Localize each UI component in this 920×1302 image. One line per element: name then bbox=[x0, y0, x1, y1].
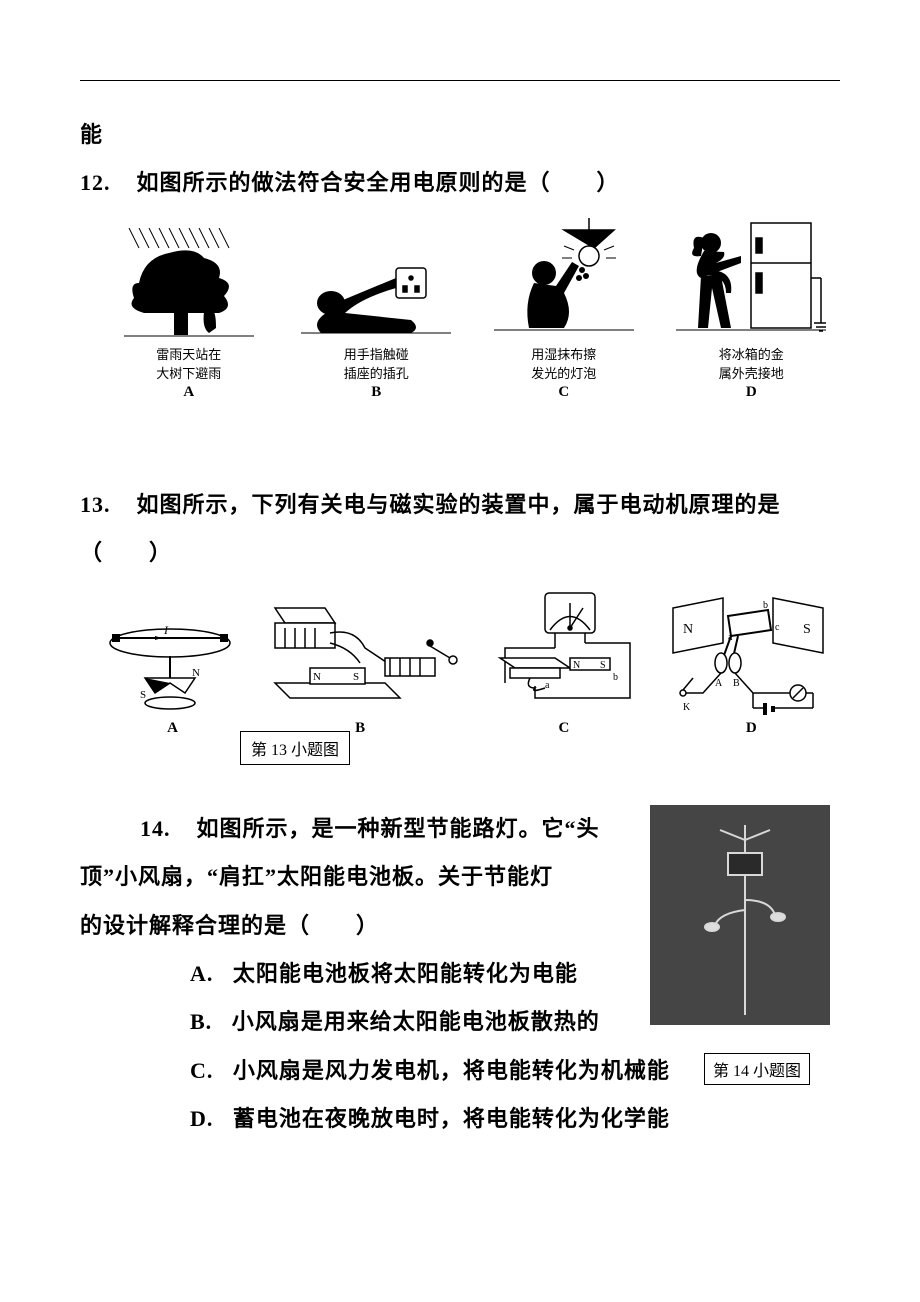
q14-number: 14. bbox=[140, 805, 190, 853]
svg-text:N: N bbox=[313, 671, 321, 683]
q12-stem: 12. 如图所示的做法符合安全用电原则的是（ ） bbox=[80, 159, 840, 207]
svg-text:N: N bbox=[192, 667, 200, 679]
q12-cap-b2: 插座的插孔 bbox=[288, 366, 466, 382]
q12-opt-d: 将冰箱的金 属外壳接地 D bbox=[663, 218, 841, 401]
q12-opt-a: 雷雨天站在 大树下避雨 A bbox=[100, 228, 278, 401]
svg-text:b: b bbox=[763, 600, 768, 611]
q13-figure: I S N A bbox=[100, 588, 840, 765]
q12-cap-a1: 雷雨天站在 bbox=[100, 347, 278, 363]
q13-number: 13. bbox=[80, 481, 130, 529]
q13-label-d: D bbox=[663, 720, 840, 737]
q13-opt-c: N S a b C bbox=[475, 588, 652, 737]
svg-text:N: N bbox=[683, 622, 693, 637]
q14-opt-b-text: 小风扇是用来给太阳能电池板散热的 bbox=[232, 1009, 600, 1034]
q13-img-c: N S a b bbox=[475, 588, 645, 718]
q12-number: 12. bbox=[80, 159, 130, 207]
q13-opt-a: I S N A bbox=[100, 598, 245, 737]
q14-caption: 第 14 小题图 bbox=[704, 1053, 810, 1085]
q13-label-a: A bbox=[100, 720, 245, 737]
q13-stem-text: 如图所示，下列有关电与磁实验的装置中，属于电动机原理的是（ ） bbox=[80, 492, 781, 565]
q13-img-d: N S b c a A B bbox=[663, 588, 833, 718]
svg-text:S: S bbox=[353, 671, 359, 683]
q12-img-d bbox=[676, 218, 826, 338]
q12-img-c bbox=[494, 218, 634, 338]
q12-cap-c1: 用湿抹布擦 bbox=[475, 347, 653, 363]
top-rule bbox=[80, 80, 840, 81]
q14-opt-a-text: 太阳能电池板将太阳能转化为电能 bbox=[233, 961, 578, 986]
q12-cap-d2: 属外壳接地 bbox=[663, 366, 841, 382]
q14-img bbox=[650, 805, 830, 1025]
q13-img-b: N S bbox=[255, 598, 465, 718]
q13-img-a: I S N bbox=[100, 598, 240, 718]
svg-text:S: S bbox=[600, 660, 606, 671]
q13-label-c: C bbox=[475, 720, 652, 737]
q13-stem: 13. 如图所示，下列有关电与磁实验的装置中，属于电动机原理的是（ ） bbox=[80, 481, 840, 578]
svg-text:N: N bbox=[573, 660, 580, 671]
q12-opt-b: 用手指触碰 插座的插孔 B bbox=[288, 228, 466, 401]
svg-text:b: b bbox=[613, 672, 618, 683]
q14-stem-text-2: 顶”小风扇，“肩扛”太阳能电池板。关于节能灯 bbox=[80, 864, 553, 889]
q13-caption: 第 13 小题图 bbox=[240, 731, 350, 765]
q12-cap-d1: 将冰箱的金 bbox=[663, 347, 841, 363]
q14-opt-c-label: C. bbox=[190, 1058, 213, 1083]
q14-opt-b-label: B. bbox=[190, 1009, 212, 1034]
q14-opt-d-label: D. bbox=[190, 1106, 213, 1131]
svg-text:c: c bbox=[775, 622, 780, 633]
svg-text:B: B bbox=[733, 678, 740, 689]
page: 能 12. 如图所示的做法符合安全用电原则的是（ ） bbox=[0, 0, 920, 1183]
q12-figure: 雷雨天站在 大树下避雨 A bbox=[100, 218, 840, 401]
svg-text:S: S bbox=[140, 689, 146, 701]
q14-opt-d-text: 蓄电池在夜晚放电时，将电能转化为化学能 bbox=[233, 1106, 670, 1131]
q12-label-a: A bbox=[100, 384, 278, 401]
text-fragment: 能 bbox=[80, 111, 840, 159]
q12-cap-a2: 大树下避雨 bbox=[100, 366, 278, 382]
q12-img-b bbox=[301, 228, 451, 338]
q12-cap-b1: 用手指触碰 bbox=[288, 347, 466, 363]
q14-opt-d: D. 蓄电池在夜晚放电时，将电能转化为化学能 bbox=[80, 1095, 840, 1143]
q14-figure bbox=[650, 805, 830, 1025]
q12-img-a bbox=[124, 228, 254, 338]
q13-opt-d: N S b c a A B bbox=[663, 588, 840, 737]
q13-opt-b: N S B bbox=[255, 598, 465, 737]
q14-stem-text-1: 如图所示，是一种新型节能路灯。它“头 bbox=[197, 816, 600, 841]
svg-text:a: a bbox=[545, 680, 550, 691]
q14-opt-a-label: A. bbox=[190, 961, 213, 986]
svg-text:K: K bbox=[683, 702, 691, 713]
svg-text:S: S bbox=[803, 622, 811, 637]
svg-text:A: A bbox=[715, 678, 723, 689]
q14-stem-text-3: 的设计解释合理的是（ ） bbox=[80, 913, 379, 938]
q12-stem-text: 如图所示的做法符合安全用电原则的是（ ） bbox=[137, 170, 620, 195]
q12-cap-c2: 发光的灯泡 bbox=[475, 366, 653, 382]
q14-block: 14. 如图所示，是一种新型节能路灯。它“头 顶”小风扇，“肩扛”太阳能电池板。… bbox=[80, 805, 840, 1144]
q14-opt-c-text: 小风扇是风力发电机，将电能转化为机械能 bbox=[233, 1058, 670, 1083]
q12-label-b: B bbox=[288, 384, 466, 401]
q12-opt-c: 用湿抹布擦 发光的灯泡 C bbox=[475, 218, 653, 401]
q12-label-d: D bbox=[663, 384, 841, 401]
q12-label-c: C bbox=[475, 384, 653, 401]
